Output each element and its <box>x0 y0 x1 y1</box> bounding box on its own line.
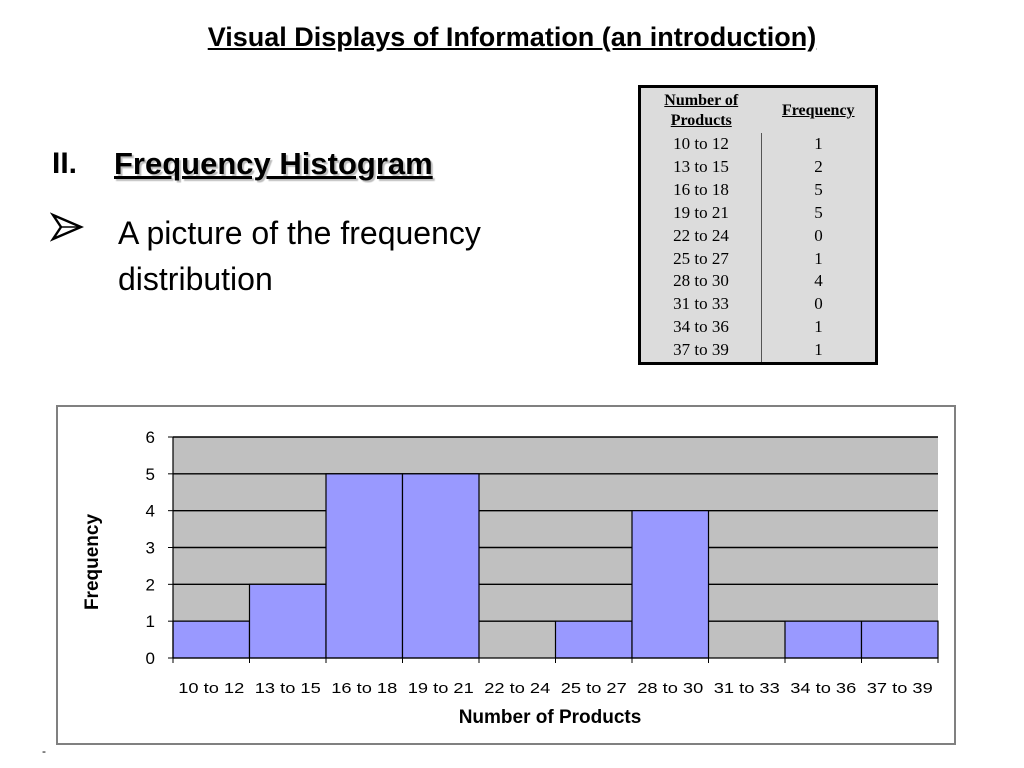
y-tick-label: 1 <box>146 612 155 631</box>
table-header-row: Number of Products Frequency <box>641 88 875 133</box>
x-tick-label: 19 to 21 <box>408 680 474 697</box>
histogram-chart: 0 1 2 3 4 5 6 10 to 12 13 to 15 16 to 18 19 to 21… <box>56 405 956 745</box>
table-cell-range: 25 to 27 <box>641 247 762 271</box>
table-header-number-of-products: Number of Products <box>664 92 739 129</box>
histogram-bar <box>784 620 863 659</box>
table-cell-frequency: 1 <box>814 134 823 153</box>
table-row: 34 to 36 1 <box>641 316 875 340</box>
table-cell-range: 28 to 30 <box>641 270 762 294</box>
table-row: 16 to 18 5 <box>641 178 875 202</box>
x-tick-label: 37 to 39 <box>867 680 933 697</box>
table-cell-range: 22 to 24 <box>641 224 762 248</box>
axes <box>168 436 939 663</box>
table-cell-frequency: 1 <box>814 340 823 360</box>
x-tick-label: 10 to 12 <box>178 680 244 697</box>
x-tick-label: 16 to 18 <box>331 680 397 697</box>
histogram-bar <box>172 620 251 659</box>
y-tick-label: 2 <box>146 575 155 594</box>
frequency-table: Number of Products Frequency 10 to 12 1 1… <box>638 85 878 365</box>
y-tick-label: 3 <box>146 539 155 558</box>
x-tick-label: 22 to 24 <box>484 680 550 697</box>
histogram-bar <box>401 473 480 659</box>
y-tick-labels: 0 1 2 3 4 5 6 <box>146 428 155 668</box>
table-row: 37 to 39 1 <box>641 339 875 363</box>
table-row: 31 to 33 0 <box>641 293 875 317</box>
table-cell-range: 16 to 18 <box>641 178 762 202</box>
table-cell-frequency: 0 <box>814 225 823 245</box>
x-axis-title: Number of Products <box>459 707 642 728</box>
histogram-bar <box>554 620 633 659</box>
y-tick-label: 6 <box>146 428 155 447</box>
table-cell-frequency: 1 <box>814 317 823 337</box>
table-row: 25 to 27 1 <box>641 247 875 271</box>
histogram-bar <box>631 510 710 659</box>
table-cell-range: 31 to 33 <box>641 293 762 317</box>
table-cell-frequency: 5 <box>814 179 823 199</box>
table-header-frequency: Frequency <box>781 102 855 119</box>
y-axis-title: Frequency <box>82 514 103 611</box>
y-tick-label: 0 <box>146 649 155 668</box>
table-cell-frequency: 0 <box>814 294 823 314</box>
table-cell-frequency: 5 <box>814 202 823 222</box>
x-tick-labels: 10 to 12 13 to 15 16 to 18 19 to 21 22 to 24… <box>178 680 933 697</box>
table-cell-frequency: 1 <box>814 248 823 268</box>
bullet-text: A picture of the frequency distribution <box>118 215 481 297</box>
section-number: II. <box>52 147 78 180</box>
corner-mark: - <box>42 744 46 758</box>
histogram-bar <box>325 473 404 659</box>
histogram-svg: 0 1 2 3 4 5 6 10 to 12 13 to 15 16 to 18 19 to 21… <box>82 428 939 728</box>
arrowhead-bullet-icon <box>50 212 84 242</box>
table-cell-range: 19 to 21 <box>641 201 762 225</box>
x-tick-label: 28 to 30 <box>637 680 703 697</box>
table-row: 22 to 24 0 <box>641 224 875 248</box>
histogram-bar <box>860 620 939 659</box>
x-tick-label: 31 to 33 <box>714 680 780 697</box>
table-row: 13 to 15 2 <box>641 155 875 179</box>
table-cell-range: 13 to 15 <box>641 155 762 179</box>
table-cell-range: 37 to 39 <box>641 339 762 363</box>
table-row: 28 to 30 4 <box>641 270 875 294</box>
x-tick-label: 34 to 36 <box>790 680 856 697</box>
table-cell-range: 10 to 12 <box>641 133 762 156</box>
table-row: 10 to 12 1 <box>641 133 875 156</box>
x-tick-label: 25 to 27 <box>561 680 627 697</box>
table-cell-frequency: 2 <box>814 156 823 176</box>
slide-title: Visual Displays of Information (an intro… <box>207 22 817 52</box>
y-tick-label: 4 <box>146 502 155 521</box>
y-tick-label: 5 <box>146 465 155 484</box>
table-cell-range: 34 to 36 <box>641 316 762 340</box>
table-cell-frequency: 4 <box>814 271 823 291</box>
frequency-table-grid: Number of Products Frequency 10 to 12 1 1… <box>641 88 875 363</box>
table-row: 19 to 21 5 <box>641 201 875 225</box>
histogram-bar <box>248 583 327 659</box>
section-heading: Frequency Histogram <box>114 146 433 181</box>
x-tick-label: 13 to 15 <box>255 680 321 697</box>
